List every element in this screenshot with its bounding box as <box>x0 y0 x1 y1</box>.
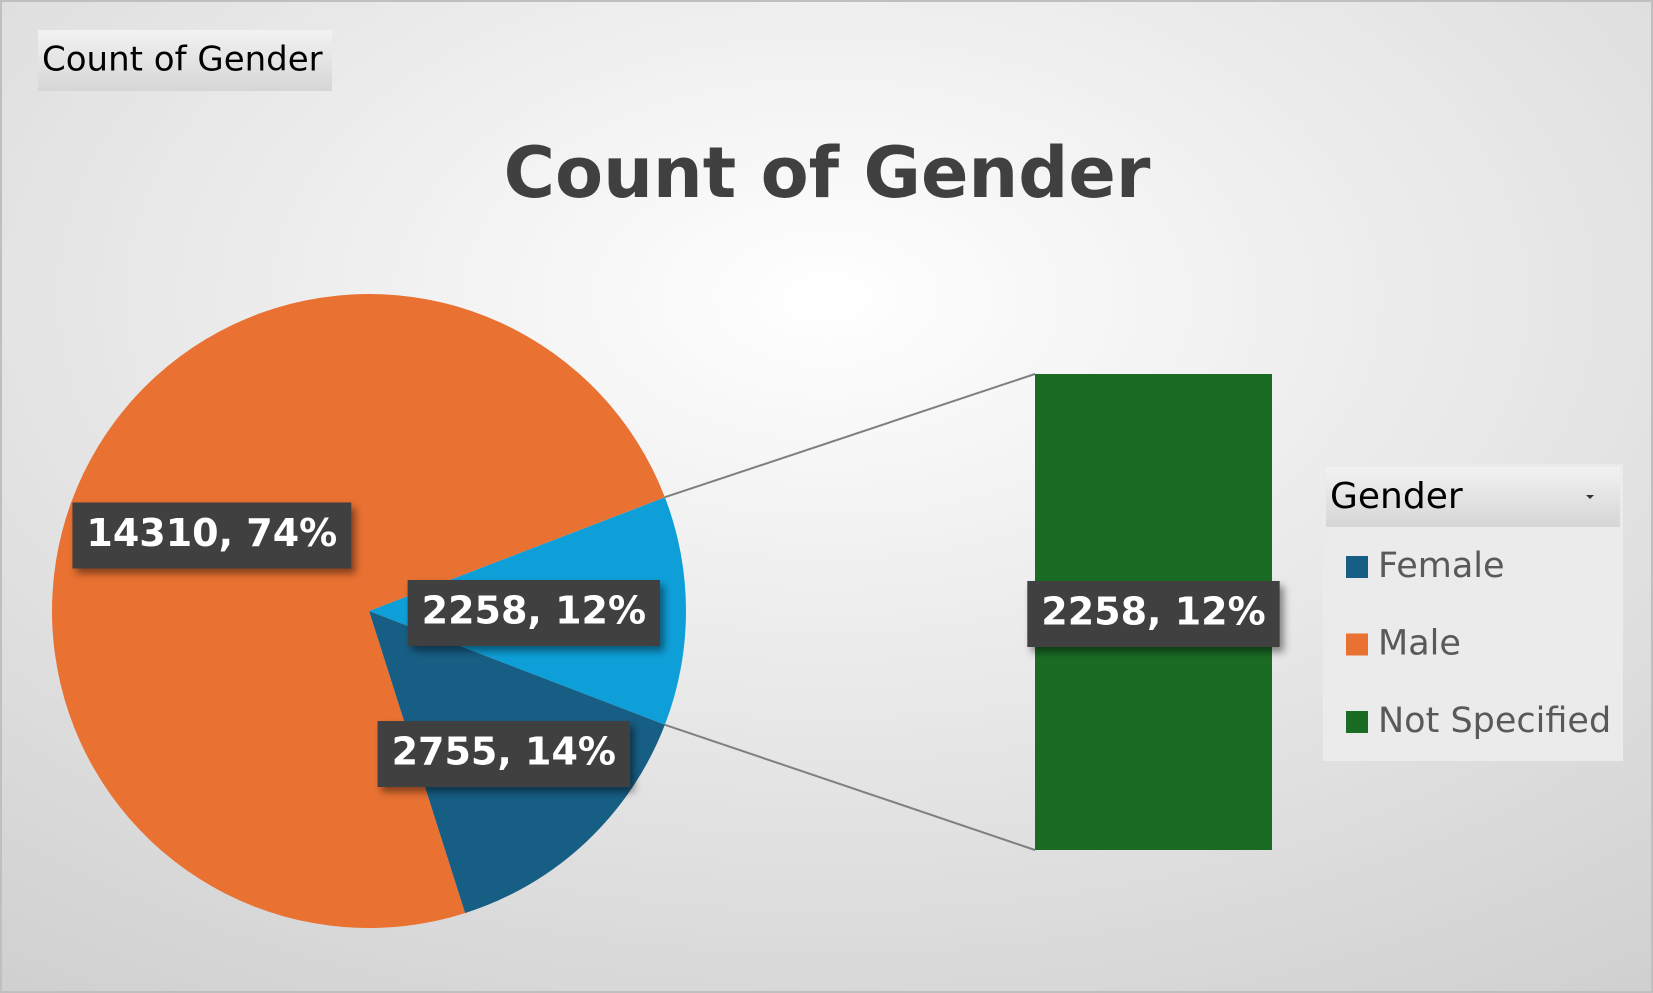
legend-label: Male <box>1378 624 1461 664</box>
legend-label: Female <box>1378 546 1505 586</box>
data-label-box <box>72 502 352 569</box>
field-button-label[interactable]: Count of Gender <box>42 40 323 80</box>
field-button-box[interactable] <box>38 30 332 91</box>
chart-title: Count of Gender <box>504 132 1151 214</box>
data-label: 2258, 12% <box>1027 581 1280 647</box>
legend-label: Not Specified <box>1378 701 1611 741</box>
data-label-text: 2258, 12% <box>1041 590 1265 634</box>
legend-title[interactable]: Gender <box>1330 476 1463 517</box>
connector-line <box>664 723 1036 851</box>
dropdown-arrow[interactable] <box>1586 495 1594 499</box>
legend-swatch <box>1346 556 1368 578</box>
data-label-box <box>1027 581 1280 647</box>
data-label-text: 14310, 74% <box>86 511 337 555</box>
data-label-box <box>407 580 661 646</box>
legend-swatch <box>1346 633 1368 656</box>
legend-swatch <box>1346 711 1368 733</box>
data-label: 14310, 74% <box>72 502 352 569</box>
legend-header[interactable] <box>1326 467 1620 527</box>
field-button[interactable]: Count of Gender <box>38 30 332 91</box>
connector-line <box>664 373 1036 499</box>
data-label-text: 2755, 14% <box>392 730 616 774</box>
data-label: 2755, 14% <box>377 721 630 788</box>
data-label: 2258, 12% <box>407 580 661 646</box>
data-label-box <box>377 721 630 788</box>
data-label-text: 2258, 12% <box>422 589 646 633</box>
pie-slice <box>52 294 665 929</box>
